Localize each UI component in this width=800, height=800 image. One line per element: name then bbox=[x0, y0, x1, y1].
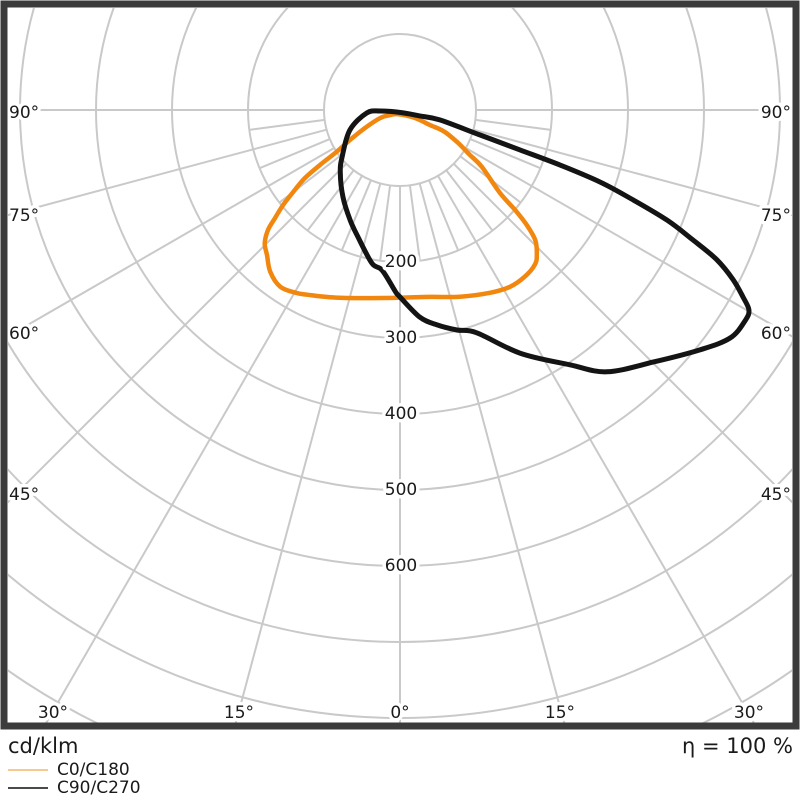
angle-label-bottom: 15° bbox=[224, 703, 254, 723]
angle-label-bottom: 30° bbox=[734, 703, 764, 723]
ring-value-label: 500 bbox=[385, 480, 417, 500]
grid-spoke-minor bbox=[306, 169, 355, 232]
angle-label-left: 60° bbox=[9, 324, 39, 344]
unit-label: cd/klm bbox=[8, 734, 79, 758]
grid-spoke-minor bbox=[445, 169, 494, 232]
grid-spoke-minor bbox=[249, 118, 325, 131]
efficiency-label: η = 100 % bbox=[682, 734, 793, 758]
angle-label-left: 45° bbox=[9, 485, 39, 505]
grid-spoke-major bbox=[437, 175, 756, 724]
grid-spoke-minor bbox=[428, 179, 460, 251]
angle-label-left: 75° bbox=[9, 206, 39, 226]
grid-spoke-major bbox=[44, 175, 363, 724]
legend-label-c90: C90/C270 bbox=[57, 778, 141, 798]
grid-spoke-major bbox=[8, 128, 327, 217]
angle-label-right: 60° bbox=[761, 324, 791, 344]
grid-spoke-major bbox=[465, 147, 792, 338]
ring-value-label: 300 bbox=[385, 328, 417, 348]
grid-spoke-minor bbox=[408, 185, 421, 261]
ring-value-label: 600 bbox=[385, 556, 417, 576]
grid-spoke-major bbox=[8, 147, 335, 338]
angle-label-right: 90° bbox=[761, 103, 791, 123]
angle-label-bottom: 30° bbox=[38, 703, 68, 723]
angle-label-bottom: 0° bbox=[390, 703, 409, 723]
plot-area: 200 300 400 500 600 90° 90° 75° 75° 60° 60° 45° 45° 3… bbox=[8, 100, 792, 725]
c0-line-swatch bbox=[8, 769, 48, 771]
angle-label-bottom: 15° bbox=[545, 703, 575, 723]
grid-spoke-major bbox=[453, 163, 792, 504]
ring-value-label: 400 bbox=[385, 404, 417, 424]
curve-c90-c270 bbox=[337, 108, 752, 375]
legend-item-c0: C0/C180 bbox=[8, 761, 408, 779]
legend-label-c0: C0/C180 bbox=[57, 760, 130, 780]
grid-spoke-major bbox=[8, 163, 347, 504]
grid-spoke-major bbox=[473, 128, 792, 217]
grid-spoke-minor bbox=[259, 138, 331, 170]
grid-spoke-minor bbox=[379, 185, 392, 261]
angle-label-right: 45° bbox=[761, 485, 791, 505]
angle-label-left: 90° bbox=[9, 103, 39, 123]
c90-line-swatch bbox=[8, 787, 48, 789]
curve-c0-c180 bbox=[262, 111, 540, 301]
chart-legend: C0/C180 C90/C270 bbox=[8, 761, 408, 797]
angle-label-right: 75° bbox=[761, 206, 791, 226]
grid-spoke-minor bbox=[475, 118, 551, 131]
legend-item-c90: C90/C270 bbox=[8, 779, 408, 797]
chart-footer: cd/klm η = 100 % bbox=[0, 733, 800, 759]
ring-value-label: 200 bbox=[385, 252, 417, 272]
grid-spoke-major bbox=[234, 183, 382, 724]
grid-spoke-minor bbox=[469, 138, 541, 170]
plot-border bbox=[0, 0, 800, 730]
grid-spoke-minor bbox=[340, 179, 372, 251]
